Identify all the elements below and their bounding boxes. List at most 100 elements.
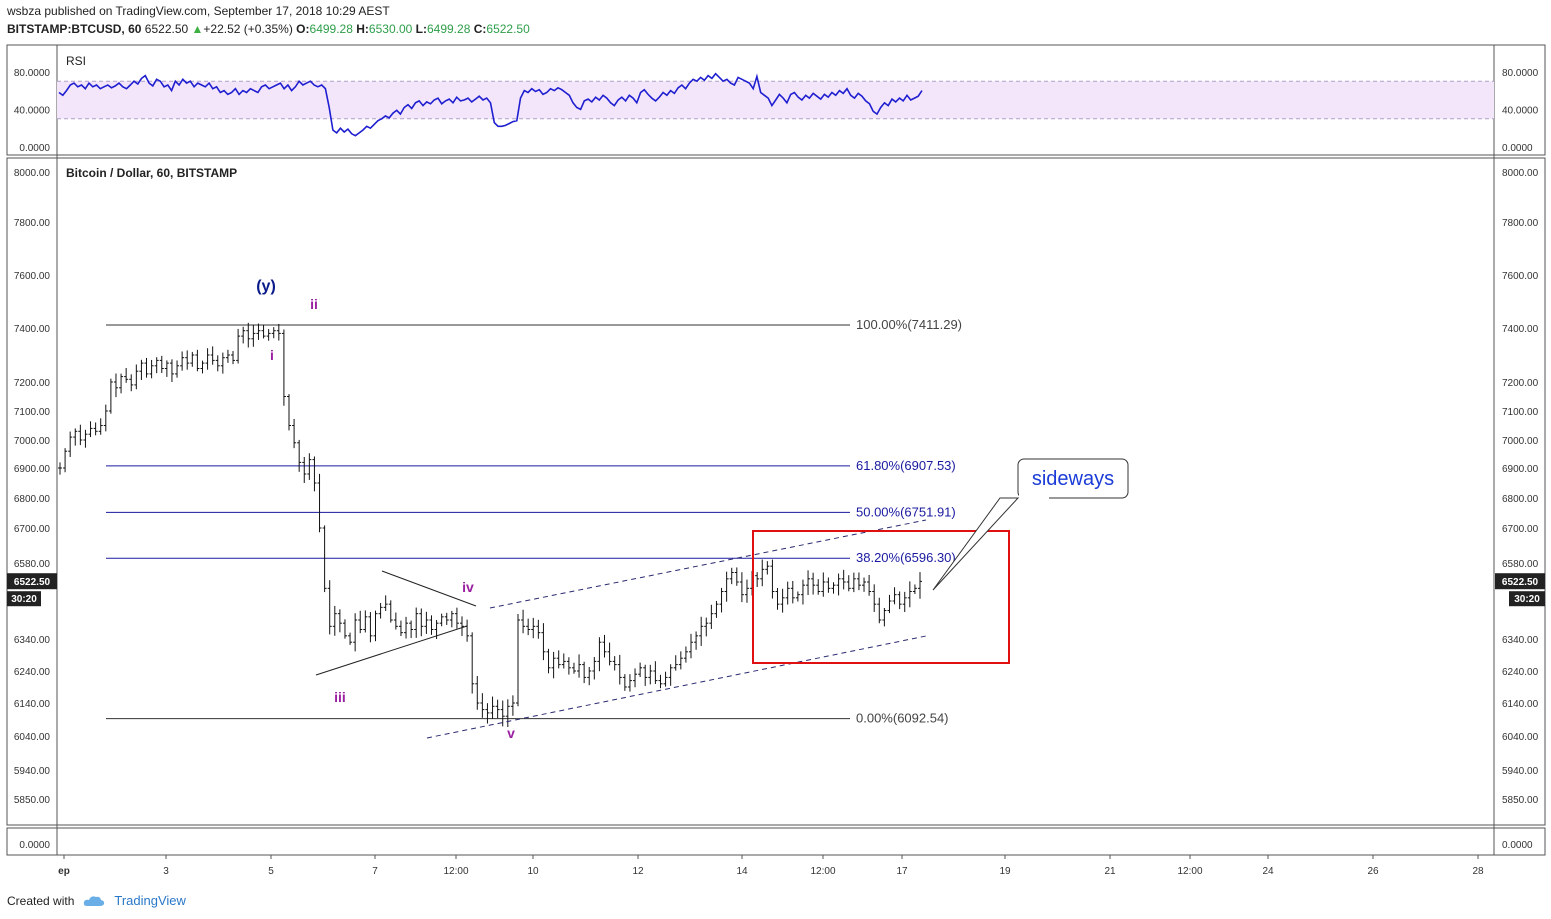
x-tick-label: 12:00 bbox=[443, 866, 468, 877]
rsi-pane-frame bbox=[6, 44, 1546, 156]
fib-label: 0.00%(6092.54) bbox=[856, 711, 949, 726]
price-tick-right: 6240.00 bbox=[1502, 667, 1539, 678]
price-tick-right: 6800.00 bbox=[1502, 494, 1539, 505]
wave-label: (y) bbox=[256, 278, 276, 295]
fib-label: 38.20%(6596.30) bbox=[856, 550, 956, 565]
open-label: O: bbox=[296, 22, 310, 36]
rsi-tick-right: 0.0000 bbox=[1502, 143, 1533, 154]
price-tick-left: 5850.00 bbox=[14, 795, 51, 806]
callout-pointer bbox=[932, 497, 1020, 591]
wave-label: i bbox=[270, 347, 274, 363]
low-value: 6499.28 bbox=[426, 22, 471, 36]
price-tick-left: 8000.00 bbox=[14, 168, 51, 179]
callout-box bbox=[1017, 458, 1129, 499]
price-tick-left: 5940.00 bbox=[14, 766, 51, 777]
close-label: C: bbox=[473, 22, 487, 36]
x-tick-label: 26 bbox=[1367, 866, 1379, 877]
wave-label: ii bbox=[310, 296, 318, 312]
fib-label: 50.00%(6751.91) bbox=[856, 504, 956, 519]
rsi-tick-left: 80.0000 bbox=[14, 68, 51, 79]
x-tick-label: 12:00 bbox=[1177, 866, 1202, 877]
rsi-line bbox=[58, 72, 923, 137]
price-tick-left: 7200.00 bbox=[14, 378, 51, 389]
price-tick-left: 6140.00 bbox=[14, 699, 51, 710]
fib-label: 100.00%(7411.29) bbox=[856, 317, 962, 332]
rsi-tick-right: 80.0000 bbox=[1502, 68, 1539, 79]
price-tick-right: 5940.00 bbox=[1502, 766, 1539, 777]
price-tick-right: 6040.00 bbox=[1502, 732, 1539, 743]
price-tick-left: 6040.00 bbox=[14, 732, 51, 743]
open-value: 6499.28 bbox=[309, 22, 353, 36]
volume-tick-left: 0.0000 bbox=[19, 840, 50, 851]
price-tick-left: 6340.00 bbox=[14, 635, 51, 646]
last-price-label-left: 6522.50 bbox=[14, 577, 51, 588]
fib-label: 61.80%(6907.53) bbox=[856, 458, 956, 473]
volume-tick-right: 0.0000 bbox=[1502, 840, 1533, 851]
callout-seam bbox=[1019, 493, 1049, 499]
x-tick-label: 5 bbox=[268, 866, 274, 877]
sideways-annotation: sideways bbox=[1032, 468, 1114, 490]
x-tick-label: 7 bbox=[372, 866, 378, 877]
last-price-badge-left bbox=[7, 573, 57, 590]
countdown-label-left: 30:20 bbox=[11, 594, 37, 605]
channel-upper-line bbox=[489, 519, 927, 609]
close-value: 6522.50 bbox=[486, 22, 530, 36]
triangle-upper-line bbox=[381, 570, 477, 607]
rsi-tick-left: 0.0000 bbox=[19, 143, 50, 154]
price-tick-left: 7600.00 bbox=[14, 271, 51, 282]
x-tick-label: 21 bbox=[1104, 866, 1116, 877]
countdown-badge-left bbox=[7, 591, 41, 607]
wave-label: iv bbox=[462, 579, 474, 595]
low-label: L: bbox=[415, 22, 427, 36]
price-tick-left: 7000.00 bbox=[14, 436, 51, 447]
published-text: published on TradingView.com, September … bbox=[44, 4, 390, 18]
x-tick-label: 12 bbox=[632, 866, 644, 877]
price-tick-left: 7800.00 bbox=[14, 218, 51, 229]
publish-info: wsbza published on TradingView.com, Sept… bbox=[7, 4, 390, 18]
price-tick-right: 6700.00 bbox=[1502, 524, 1539, 535]
price-tick-right: 7600.00 bbox=[1502, 271, 1539, 282]
last-price-badge-right bbox=[1495, 573, 1545, 590]
high-label: H: bbox=[356, 22, 369, 36]
x-tick-label: 17 bbox=[896, 866, 908, 877]
tradingview-cloud-icon bbox=[84, 895, 105, 906]
price-title: Bitcoin / Dollar, 60, BITSTAMP bbox=[66, 166, 237, 180]
price-tick-right: 6140.00 bbox=[1502, 699, 1539, 710]
price-pane-frame bbox=[6, 157, 1546, 826]
x-tick-label: 24 bbox=[1262, 866, 1274, 877]
last-price: 6522.50 bbox=[144, 22, 189, 36]
price-tick-left: 6580.00 bbox=[14, 559, 51, 570]
wave-label: iii bbox=[334, 689, 346, 705]
symbol-name: BITSTAMP:BTCUSD, 60 bbox=[7, 22, 142, 36]
price-tick-left: 6700.00 bbox=[14, 524, 51, 535]
x-tick-label: 19 bbox=[999, 866, 1011, 877]
price-tick-left: 6900.00 bbox=[14, 464, 51, 475]
high-value: 6530.00 bbox=[368, 22, 413, 36]
symbol-info: BITSTAMP:BTCUSD, 60 6522.50 ▲+22.52 (+0.… bbox=[7, 22, 530, 36]
countdown-badge-right bbox=[1509, 591, 1545, 607]
price-tick-right: 6580.00 bbox=[1502, 559, 1539, 570]
x-tick-label: 28 bbox=[1472, 866, 1484, 877]
sideways-box bbox=[752, 530, 1010, 664]
price-tick-left: 7100.00 bbox=[14, 407, 51, 418]
footer: Created with TradingView bbox=[7, 893, 186, 908]
countdown-label-right: 30:20 bbox=[1514, 594, 1540, 605]
price-change: +22.52 (+0.35%) bbox=[203, 22, 293, 36]
volume-pane-frame bbox=[6, 827, 1546, 856]
price-tick-left: 6800.00 bbox=[14, 494, 51, 505]
created-with-text: Created with bbox=[7, 893, 75, 908]
last-price-label-right: 6522.50 bbox=[1502, 577, 1539, 588]
price-tick-right: 7800.00 bbox=[1502, 218, 1539, 229]
price-tick-left: 7400.00 bbox=[14, 324, 51, 335]
rsi-title: RSI bbox=[66, 54, 86, 68]
x-tick-label: 14 bbox=[736, 866, 748, 877]
channel-lower-line bbox=[426, 635, 927, 739]
price-tick-right: 7000.00 bbox=[1502, 436, 1539, 447]
price-tick-right: 6900.00 bbox=[1502, 464, 1539, 475]
tradingview-brand[interactable]: TradingView bbox=[114, 893, 186, 908]
publisher-name[interactable]: wsbza bbox=[7, 4, 42, 18]
wave-label: v bbox=[507, 725, 515, 741]
x-tick-label: 3 bbox=[163, 866, 169, 877]
price-tick-right: 8000.00 bbox=[1502, 168, 1539, 179]
